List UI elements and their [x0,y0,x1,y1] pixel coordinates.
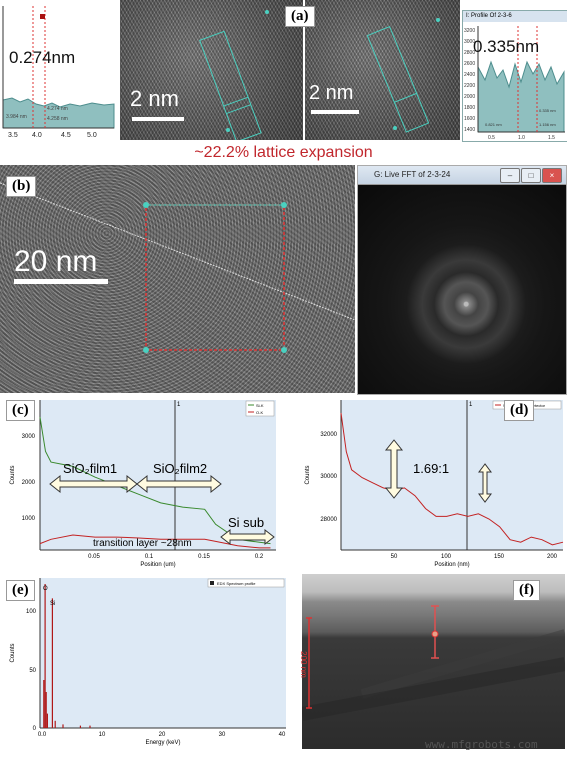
watermark: www.mfgrobots.com [425,738,538,751]
panel-d-chart: 32000 30000 28000 50 100 150 200 Positio… [287,396,565,568]
panel-c-chart: 3000 2000 1000 0.05 0.1 0.15 0.2 Positio… [0,396,278,568]
svg-text:2200: 2200 [464,83,475,89]
legend-entry: Si-K [256,403,264,408]
annotation: SiO₂film1 [63,461,117,476]
y-tick: 30000 [320,474,337,480]
x-tick: 100 [441,554,452,560]
window-title: I: Profile Of 2-3-6 [463,11,567,22]
stem-image-f: 200 nm [298,574,565,749]
x-tick: 3.5 [8,132,18,139]
panel-label-a: (a) [285,6,315,27]
y-axis-label: Counts [10,643,16,662]
svg-text:2000: 2000 [464,94,475,100]
scale-bar [14,279,108,284]
svg-text:0.821 nm: 0.821 nm [485,122,502,127]
x-axis-label: Position (nm) [434,562,469,568]
peak-label: O [43,586,48,592]
x-axis-label: Energy (keV) [145,740,180,746]
right-profile-window: I: Profile Of 2-3-6 3200 3000 2800 2600 … [462,10,567,142]
y-tick: 28000 [320,517,337,523]
svg-text:1.0: 1.0 [518,135,525,141]
y-axis-label: Counts [305,465,311,484]
x-tick: 20 [159,732,166,738]
peak-label: Si [50,601,55,607]
svg-text:1600: 1600 [464,116,475,122]
panel-label-c: (c) [6,400,35,421]
scale-bar-label: 20 nm [14,245,98,278]
x-tick: 40 [279,732,286,738]
x-tick: 10 [99,732,106,738]
tem-image-right: 2 nm [305,0,460,140]
x-tick: 4.0 [32,132,42,139]
legend-entry: O-K [256,410,263,415]
y-tick: 0 [33,726,37,732]
panel-label-b: (b) [6,176,37,197]
y-tick: 3000 [22,434,36,440]
fft-window: G: Live FFT of 2-3-24 – □ × [357,165,567,395]
scale-bar [311,110,359,114]
marker-label: 1 [469,402,473,408]
fft-pattern [358,185,566,394]
svg-text:1.156 nm: 1.156 nm [539,122,556,127]
scale-bar-label: 200 nm [298,651,308,678]
annotation: transition layer ~28nm [93,538,192,549]
x-tick: 150 [494,554,505,560]
readout: 4.258 nm [47,116,68,122]
x-tick: 200 [547,554,558,560]
series-line-stem-haadf-detector [340,412,564,546]
svg-text:3200: 3200 [464,28,475,34]
annotation: Si sub [228,515,264,530]
svg-text:0.5: 0.5 [488,135,495,141]
svg-text:2800: 2800 [464,50,475,56]
svg-text:2400: 2400 [464,72,475,78]
y-axis-label: Counts [10,465,16,484]
scale-bar [132,117,184,121]
x-tick: 30 [219,732,226,738]
svg-text:1800: 1800 [464,105,475,111]
y-tick: 100 [26,609,37,615]
maximize-button[interactable]: □ [521,168,541,183]
annotation: 1.69:1 [413,461,449,476]
series-line-o-k [39,534,271,549]
x-tick: 0.05 [88,554,100,560]
panel-label-e: (e) [6,580,35,601]
measurement-label: 0.335nm [473,37,539,56]
annotation: SiO₂film2 [153,461,207,476]
x-tick: 0.0 [38,732,47,738]
readout: 4.274 nm [47,106,68,112]
measurement-label: 0.274nm [9,48,75,67]
minimize-button[interactable]: – [500,168,520,183]
svg-text:1400: 1400 [464,127,475,133]
scale-bar-label: 2 nm [130,86,179,111]
x-tick: 0.2 [255,554,264,560]
x-tick: 50 [391,554,398,560]
lattice-expansion-caption: ~22.2% lattice expansion [194,144,373,161]
y-tick: 32000 [320,432,337,438]
panel-label-f: (f) [513,580,540,601]
tem-image-b: 20 nm [0,165,355,393]
panel-a: 3.5 4.0 4.5 5.0 3.984 nm 4.274 nm 4.258 … [0,0,567,142]
svg-text:0.335 nm: 0.335 nm [539,108,556,113]
x-tick: 0.1 [145,554,154,560]
legend-entry: EDX Spectrum profile [217,581,256,586]
svg-text:2600: 2600 [464,61,475,67]
left-profile-plot: 3.5 4.0 4.5 5.0 3.984 nm 4.274 nm 4.258 … [0,0,118,140]
panel-e-chart: 100 50 0 0.0 10 20 30 40 Energy (keV) Co… [0,574,290,749]
panel-label-d: (d) [504,400,535,421]
tem-image-left: 2 nm [120,0,303,140]
svg-text:1.5: 1.5 [548,135,555,141]
x-axis-label: Position (um) [140,562,175,568]
y-tick: 1000 [22,516,36,522]
scale-bar-label: 2 nm [309,82,354,104]
x-tick: 0.15 [198,554,210,560]
svg-text:3000: 3000 [464,39,475,45]
close-button[interactable]: × [542,168,562,183]
x-tick: 4.5 [61,132,71,139]
y-tick: 50 [29,668,36,674]
readout: 3.984 nm [6,114,27,120]
y-tick: 2000 [22,480,36,486]
marker-label: 1 [177,402,181,408]
x-tick: 5.0 [87,132,97,139]
